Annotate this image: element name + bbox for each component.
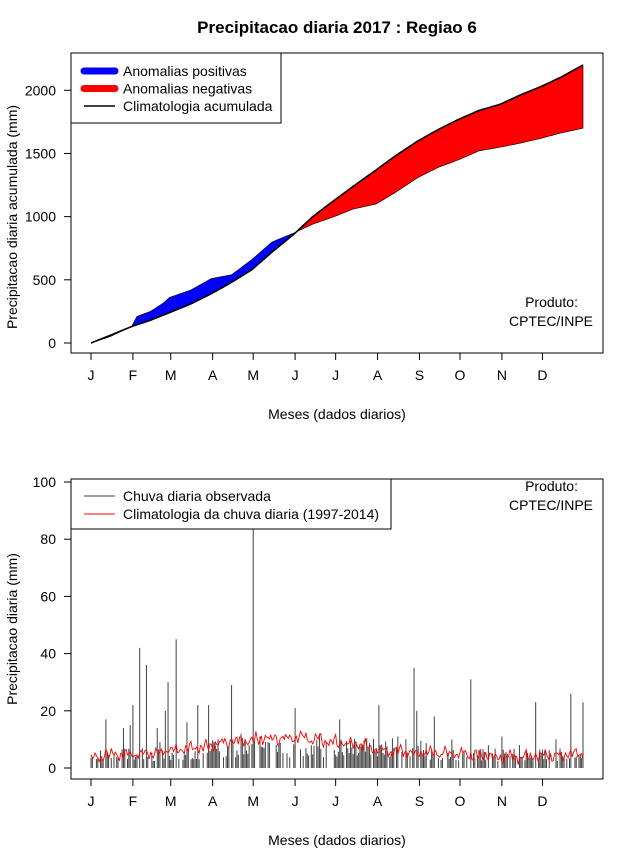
x-tick-label-top: A xyxy=(208,367,218,383)
x-tick-label-top: F xyxy=(129,367,138,383)
y-tick-label-bottom: 60 xyxy=(40,588,56,604)
x-tick-label-bottom: M xyxy=(165,793,177,809)
x-axis-label-bottom: Meses (dados diarios) xyxy=(268,832,406,848)
x-tick-label-bottom: A xyxy=(373,793,383,809)
legend-label-positive: Anomalias positivas xyxy=(123,63,247,79)
x-tick-label-bottom: J xyxy=(88,793,95,809)
x-tick-label-bottom: S xyxy=(415,793,424,809)
x-tick-label-top: J xyxy=(332,367,339,383)
y-tick-label-bottom: 0 xyxy=(48,760,56,776)
positive-anomaly-area-2 xyxy=(130,229,299,328)
y-tick-label-top: 1000 xyxy=(25,209,56,225)
x-tick-label-bottom: F xyxy=(129,793,138,809)
x-tick-label-bottom: O xyxy=(455,793,466,809)
annotation-produto-top: Produto: xyxy=(525,294,578,310)
x-tick-label-bottom: A xyxy=(208,793,218,809)
x-tick-label-top: J xyxy=(292,367,299,383)
y-tick-label-bottom: 40 xyxy=(40,646,56,662)
x-axis-label-top: Meses (dados diarios) xyxy=(268,406,406,422)
daily-climatology-line xyxy=(90,729,584,765)
legend-label-observed: Chuva diaria observada xyxy=(123,488,271,504)
y-tick-label-top: 500 xyxy=(33,272,57,288)
x-tick-label-top: N xyxy=(497,367,507,383)
x-tick-label-top: M xyxy=(247,367,259,383)
y-axis-bottom: 0 20 40 60 80 100 xyxy=(33,474,72,776)
y-axis-top: 0 500 1000 1500 2000 xyxy=(25,82,72,351)
y-tick-label-bottom: 80 xyxy=(40,531,56,547)
cumulative-chart: 0 500 1000 1500 2000 J F M A M J J A S O N D Meses (dad… xyxy=(4,52,604,422)
legend-bottom: Chuva diaria observada Climatologia da c… xyxy=(70,478,392,530)
y-tick-label-bottom: 20 xyxy=(40,703,56,719)
climatology-line-layer xyxy=(90,729,584,765)
x-tick-label-top: S xyxy=(415,367,424,383)
legend-label-daily-climatology: Climatologia da chuva diaria (1997-2014) xyxy=(123,506,379,522)
x-tick-label-bottom: M xyxy=(247,793,259,809)
legend-label-climatology: Climatologia acumulada xyxy=(123,98,273,114)
x-tick-label-bottom: D xyxy=(537,793,547,809)
climatology-cumulative-line xyxy=(90,64,584,344)
x-tick-label-top: J xyxy=(88,367,95,383)
legend-top: Anomalias positivas Anomalias negativas … xyxy=(70,52,282,124)
y-tick-label-top: 0 xyxy=(48,335,56,351)
negative-anomaly-area-3 xyxy=(297,64,584,232)
y-tick-label-bottom: 100 xyxy=(33,474,57,490)
line-layer xyxy=(90,64,584,344)
x-tick-label-bottom: J xyxy=(292,793,299,809)
x-tick-label-top: D xyxy=(537,367,547,383)
y-axis-label-top: Precipitacao diaria acumulada (mm) xyxy=(4,105,20,329)
y-axis-label-bottom: Precipitacao diaria (mm) xyxy=(4,553,20,705)
legend-label-negative: Anomalias negativas xyxy=(123,81,252,97)
y-tick-label-top: 1500 xyxy=(25,145,56,161)
chart-title: Precipitacao diaria 2017 : Regiao 6 xyxy=(197,18,477,37)
x-tick-label-top: A xyxy=(373,367,383,383)
annotation-cptec-top: CPTEC/INPE xyxy=(509,313,593,329)
daily-chart: 0 20 40 60 80 100 J F M A M J J A S O N D Meses (dados d… xyxy=(4,474,604,848)
legend-box-bottom xyxy=(70,478,392,530)
x-tick-label-bottom: N xyxy=(497,793,507,809)
x-tick-label-top: O xyxy=(455,367,466,383)
x-tick-label-bottom: J xyxy=(332,793,339,809)
x-tick-label-top: M xyxy=(165,367,177,383)
observed-bars-layer xyxy=(90,527,584,768)
y-tick-label-top: 2000 xyxy=(25,82,56,98)
annotation-produto-bottom: Produto: xyxy=(525,478,578,494)
annotation-cptec-bottom: CPTEC/INPE xyxy=(509,497,593,513)
